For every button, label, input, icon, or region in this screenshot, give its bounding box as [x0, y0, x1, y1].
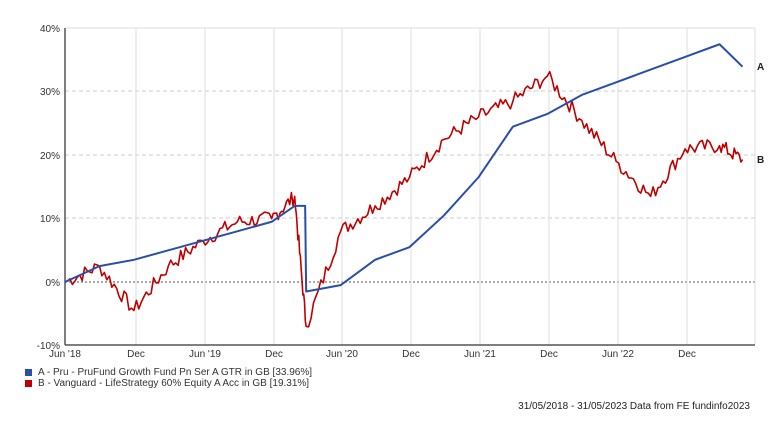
- series-a-end-label: A: [757, 62, 764, 73]
- data-source-footer: 31/05/2018 - 31/05/2023 Data from FE fun…: [518, 401, 750, 412]
- x-tick: Dec: [402, 349, 420, 360]
- x-tick: Jun '21: [464, 349, 496, 360]
- legend-swatch-a: [25, 369, 32, 376]
- x-tick: Jun '19: [189, 349, 221, 360]
- x-tick: Dec: [127, 349, 145, 360]
- x-tick: Jun '18: [49, 349, 81, 360]
- series-a-line: [64, 43, 744, 293]
- y-tick: -10%: [37, 341, 60, 352]
- legend-item-b: B - Vanguard - LifeStrategy 60% Equity A…: [25, 378, 312, 389]
- series-b-end-label: B: [757, 155, 764, 166]
- legend-swatch-b: [25, 380, 32, 387]
- x-axis: Jun '18 Dec Jun '19 Dec Jun '20 Dec Jun '21 Dec…: [49, 344, 755, 360]
- x-tick: Dec: [678, 349, 696, 360]
- x-tick: Jun '22: [602, 349, 634, 360]
- legend-label-a: A - Pru - PruFund Growth Fund Pn Ser A G…: [38, 367, 313, 378]
- series-b-line: [64, 70, 744, 328]
- y-tick: 0%: [46, 278, 61, 289]
- legend-item-a: A - Pru - PruFund Growth Fund Pn Ser A G…: [25, 367, 312, 378]
- x-tick: Jun '20: [326, 349, 358, 360]
- y-tick: 20%: [40, 151, 60, 162]
- legend: A - Pru - PruFund Growth Fund Pn Ser A G…: [25, 367, 312, 389]
- x-tick: Dec: [265, 349, 283, 360]
- grid: [65, 27, 756, 345]
- y-axis: 40% 30% 20% 10% 0% -10%: [37, 24, 66, 352]
- y-tick: 10%: [40, 214, 60, 225]
- y-tick: 40%: [40, 24, 60, 35]
- legend-label-b: B - Vanguard - LifeStrategy 60% Equity A…: [38, 378, 310, 389]
- x-tick: Dec: [540, 349, 558, 360]
- y-tick: 30%: [40, 87, 60, 98]
